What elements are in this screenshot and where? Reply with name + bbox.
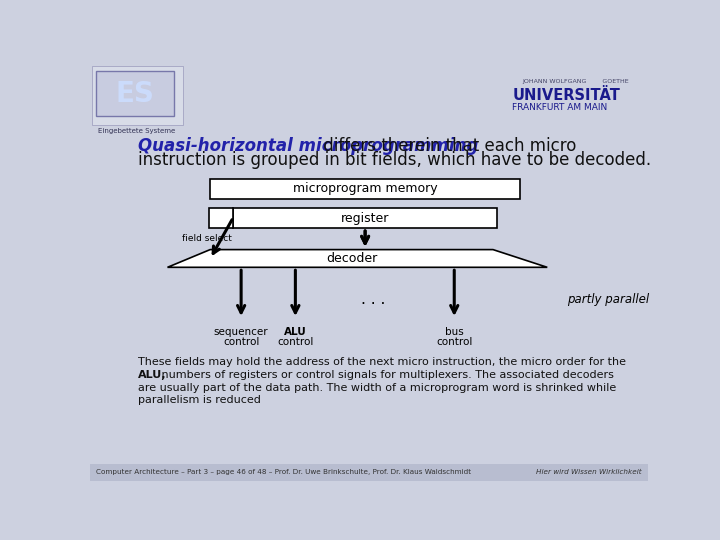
- Text: UNIVERSITÄT: UNIVERSITÄT: [513, 88, 620, 103]
- Text: control: control: [277, 336, 314, 347]
- Text: . . .: . . .: [361, 292, 385, 307]
- Text: numbers of registers or control signals for multiplexers. The associated decoder: numbers of registers or control signals …: [158, 370, 614, 380]
- Text: register: register: [341, 212, 390, 225]
- Text: ES: ES: [115, 80, 154, 108]
- Text: control: control: [223, 336, 259, 347]
- Text: microprogram memory: microprogram memory: [293, 183, 438, 195]
- Bar: [96, 71, 174, 116]
- Text: ALU,: ALU,: [138, 370, 166, 380]
- Text: Eingebettete Systeme: Eingebettete Systeme: [98, 128, 175, 134]
- Bar: [91, 66, 183, 125]
- Text: sequencer: sequencer: [214, 327, 269, 336]
- Polygon shape: [168, 249, 547, 267]
- Text: Computer Architecture – Part 3 – page 46 of 48 – Prof. Dr. Uwe Brinkschulte, Pro: Computer Architecture – Part 3 – page 46…: [96, 469, 472, 475]
- Bar: [209, 208, 233, 228]
- Text: partly parallel: partly parallel: [567, 293, 649, 306]
- Bar: [233, 208, 497, 228]
- Text: field select: field select: [182, 233, 232, 242]
- Text: Hier wird Wissen Wirklichkeit: Hier wird Wissen Wirklichkeit: [536, 469, 642, 475]
- Text: are usually part of the data path. The width of a microprogram word is shrinked : are usually part of the data path. The w…: [138, 383, 616, 393]
- Bar: [90, 464, 648, 481]
- Text: decoder: decoder: [326, 252, 377, 265]
- Text: ALU: ALU: [284, 327, 307, 336]
- Text: Quasi-horizontal microprogramming: Quasi-horizontal microprogramming: [138, 137, 478, 155]
- Text: bus: bus: [445, 327, 464, 336]
- Text: FRANKFURT AM MAIN: FRANKFURT AM MAIN: [513, 104, 608, 112]
- Text: These fields may hold the address of the next micro instruction, the micro order: These fields may hold the address of the…: [138, 357, 626, 367]
- Text: instruction is grouped in bit fields, which have to be decoded.: instruction is grouped in bit fields, wh…: [138, 151, 651, 169]
- Text: control: control: [436, 336, 472, 347]
- Text: parallelism is reduced: parallelism is reduced: [138, 395, 261, 405]
- Text: differs therein that each micro: differs therein that each micro: [318, 137, 576, 155]
- Text: JOHANN WOLFGANG        GOETHE: JOHANN WOLFGANG GOETHE: [523, 79, 629, 84]
- Bar: [210, 179, 520, 199]
